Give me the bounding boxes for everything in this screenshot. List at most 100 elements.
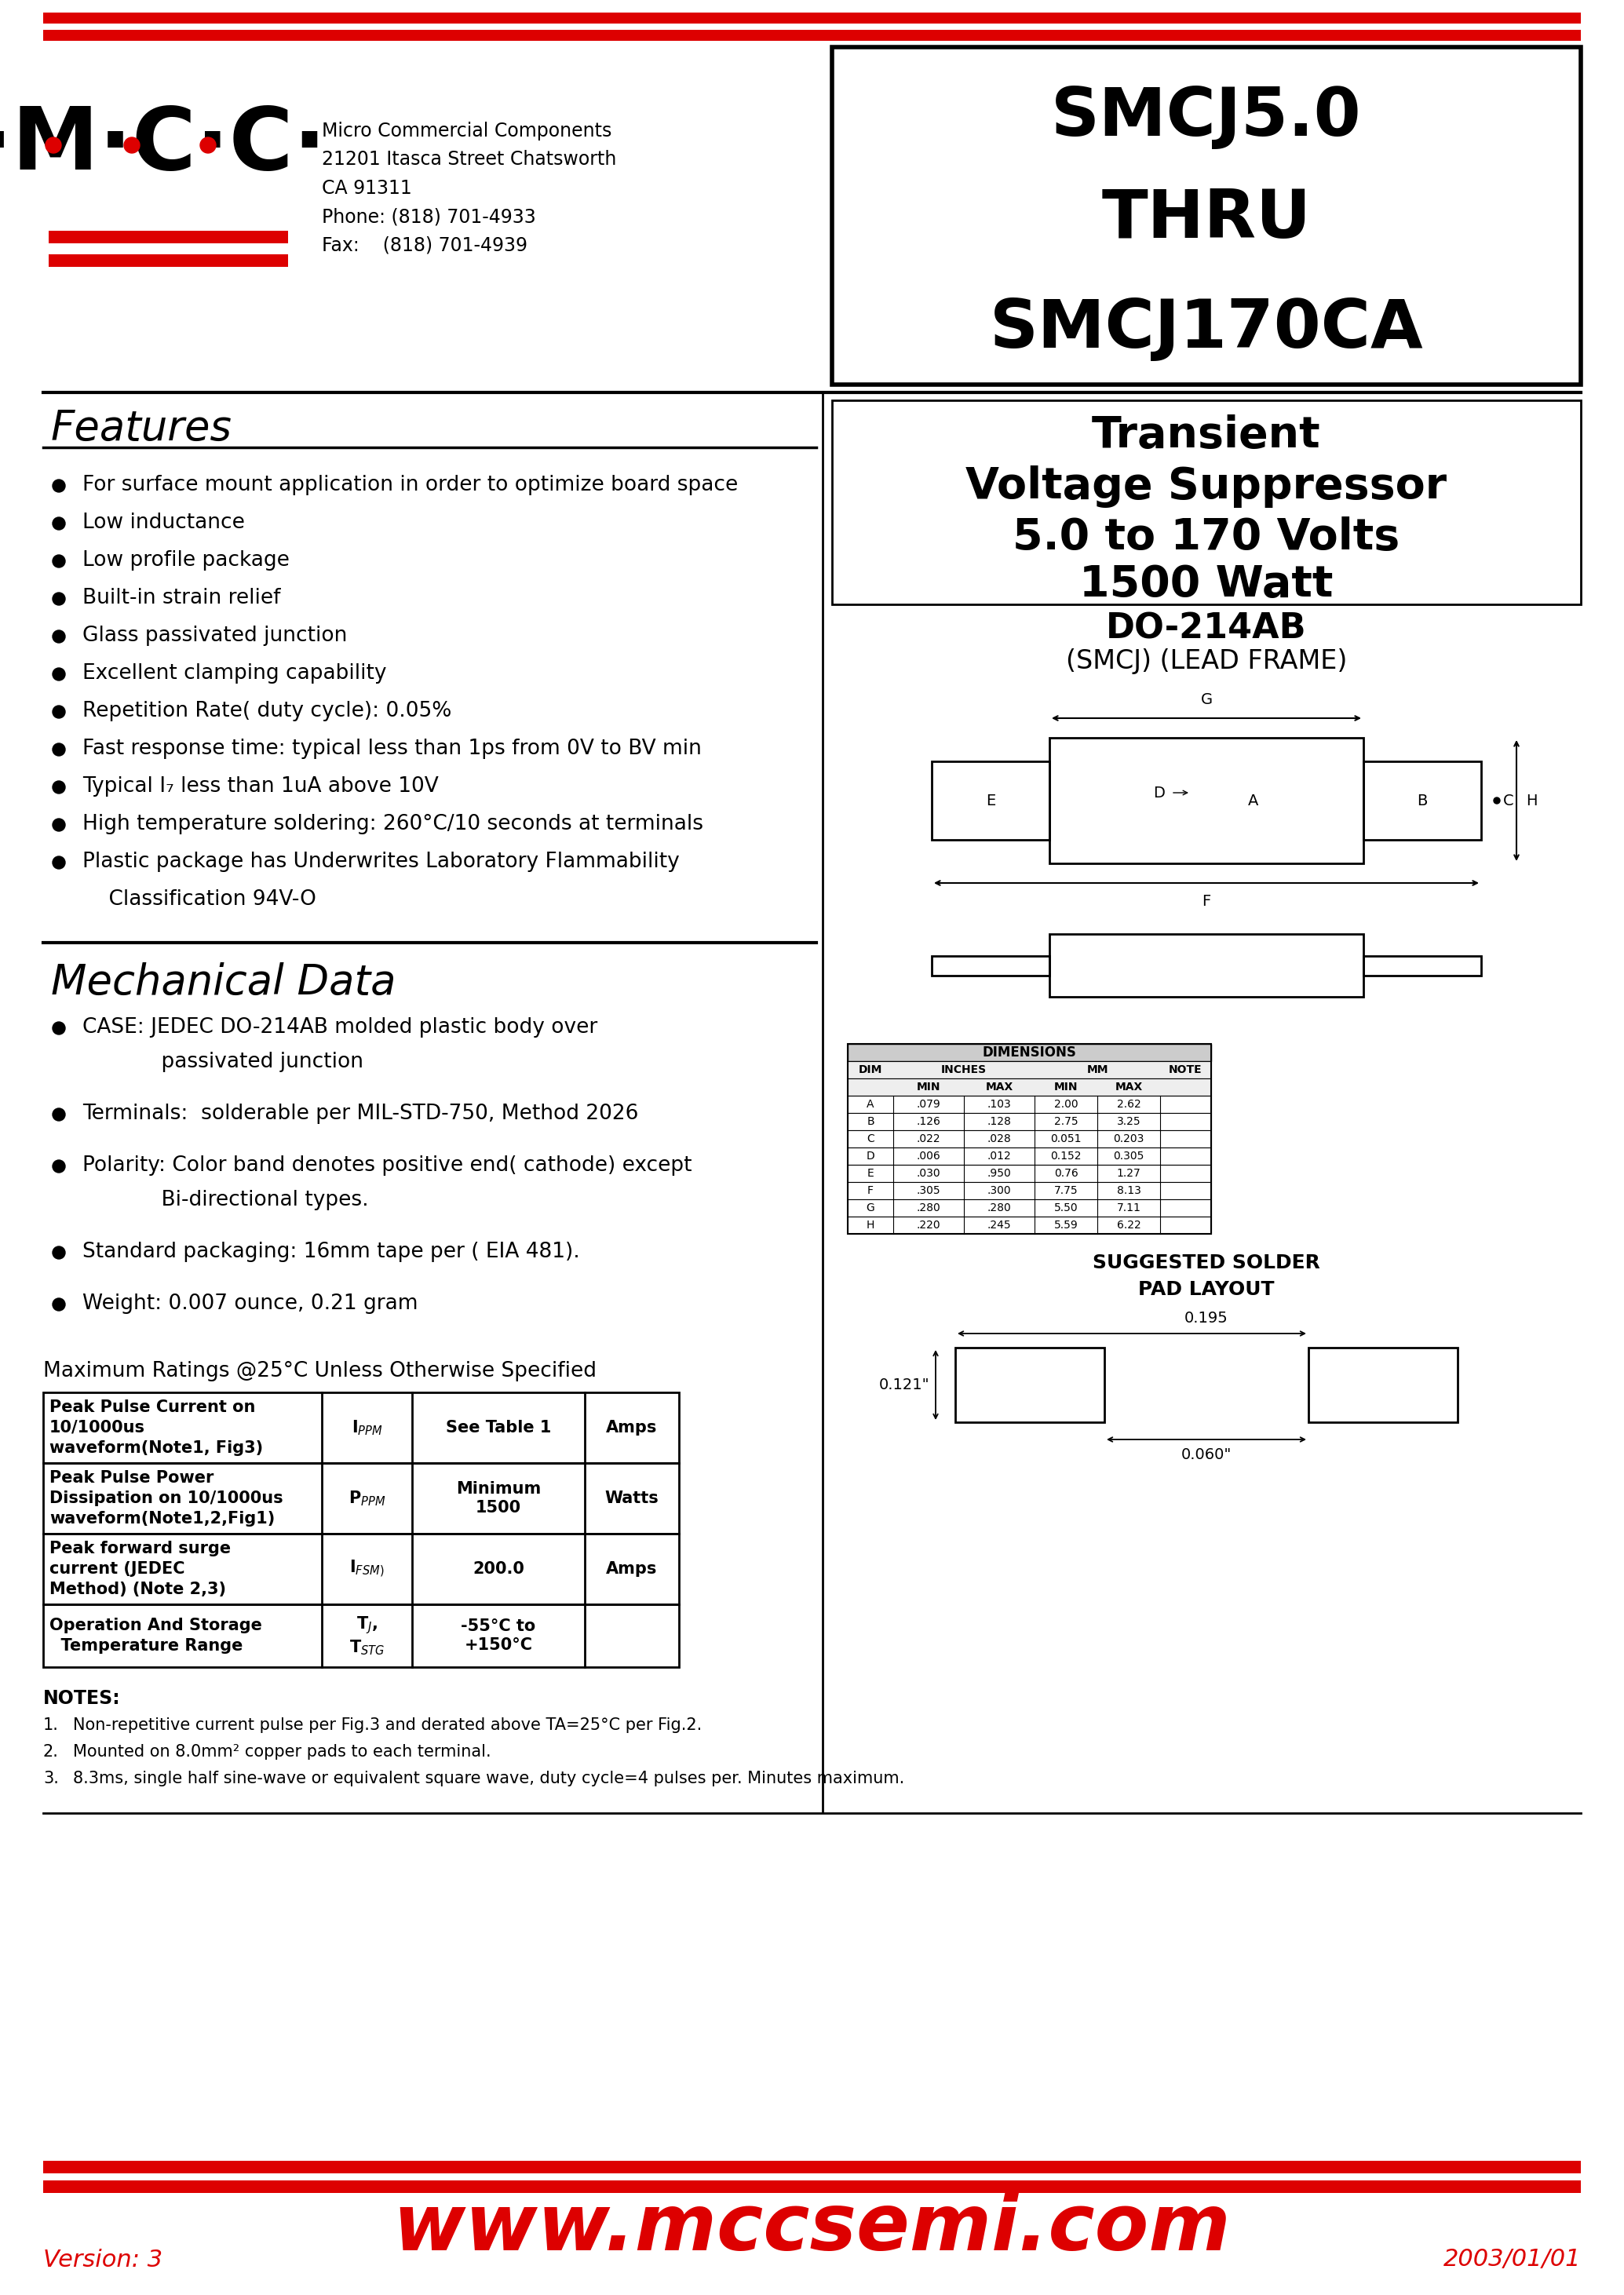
- Text: 1.27: 1.27: [1117, 1168, 1140, 1180]
- Text: Watts: Watts: [604, 1489, 659, 1506]
- Text: Maximum Ratings @25°C Unless Otherwise Specified: Maximum Ratings @25°C Unless Otherwise S…: [44, 1361, 596, 1382]
- Text: 2.00: 2.00: [1054, 1099, 1078, 1111]
- Text: I$_{PPM}$: I$_{PPM}$: [351, 1418, 383, 1437]
- Text: DIM: DIM: [859, 1065, 882, 1076]
- Text: Standard packaging: 16mm tape per ( EIA 481).: Standard packaging: 16mm tape per ( EIA …: [83, 1242, 580, 1262]
- Text: B: B: [867, 1115, 874, 1127]
- Text: See Table 1: See Table 1: [445, 1421, 551, 1437]
- Text: 2.: 2.: [44, 1744, 58, 1760]
- Circle shape: [52, 631, 65, 643]
- Text: SMCJ170CA: SMCJ170CA: [989, 296, 1423, 363]
- Text: Peak forward surge
current (JEDEC
Method) (Note 2,3): Peak forward surge current (JEDEC Method…: [49, 1540, 231, 1597]
- Text: SUGGESTED SOLDER: SUGGESTED SOLDER: [1093, 1253, 1320, 1271]
- Text: D: D: [866, 1150, 875, 1161]
- Bar: [848, 1044, 1212, 1235]
- Text: (SMCJ) (LEAD FRAME): (SMCJ) (LEAD FRAME): [1065, 647, 1346, 675]
- Text: A: A: [1249, 794, 1259, 808]
- Bar: [44, 2180, 1580, 2194]
- Text: 2003/01/01: 2003/01/01: [1444, 2249, 1580, 2272]
- Bar: [1364, 762, 1481, 840]
- Text: T$_{J}$,
T$_{STG}$: T$_{J}$, T$_{STG}$: [349, 1613, 385, 1657]
- Bar: [44, 11, 1580, 23]
- Text: .300: .300: [987, 1184, 1012, 1196]
- Text: Polarity: Color band denotes positive end( cathode) except: Polarity: Color band denotes positive en…: [83, 1154, 692, 1175]
- Text: Non-repetitive current pulse per Fig.3 and derated above TA=25°C per Fig.2.: Non-repetitive current pulse per Fig.3 a…: [73, 1717, 702, 1733]
- Bar: [44, 1533, 679, 1604]
- Text: SMCJ5.0: SMCJ5.0: [1051, 85, 1361, 149]
- Text: 0.76: 0.76: [1054, 1168, 1078, 1180]
- Bar: [44, 1462, 679, 1533]
- Text: 0.305: 0.305: [1114, 1150, 1145, 1161]
- Bar: [848, 1200, 1212, 1216]
- Circle shape: [52, 780, 65, 794]
- Text: www.mccsemi.com: www.mccsemi.com: [393, 2189, 1231, 2267]
- Circle shape: [52, 516, 65, 530]
- Text: P$_{PPM}$: P$_{PPM}$: [349, 1489, 385, 1508]
- Text: ·M·C·C·: ·M·C·C·: [0, 103, 326, 188]
- Bar: [44, 1604, 679, 1666]
- Text: Voltage Suppressor: Voltage Suppressor: [966, 466, 1447, 507]
- Bar: [848, 1079, 1212, 1095]
- Circle shape: [123, 138, 140, 154]
- Text: I$_{FSM)}$: I$_{FSM)}$: [349, 1558, 385, 1579]
- Text: .220: .220: [916, 1219, 940, 1230]
- Circle shape: [45, 138, 62, 154]
- Text: 2.75: 2.75: [1054, 1115, 1078, 1127]
- Text: 200.0: 200.0: [473, 1561, 525, 1577]
- Text: For surface mount application in order to optimize board space: For surface mount application in order t…: [83, 475, 737, 496]
- Text: 0.121": 0.121": [879, 1377, 929, 1393]
- Text: .079: .079: [916, 1099, 940, 1111]
- Text: 6.22: 6.22: [1117, 1219, 1140, 1230]
- Circle shape: [52, 1159, 65, 1173]
- Text: 5.0 to 170 Volts: 5.0 to 170 Volts: [1013, 516, 1400, 560]
- Bar: [848, 1148, 1212, 1166]
- Text: 8.13: 8.13: [1117, 1184, 1140, 1196]
- Text: NOTE: NOTE: [1169, 1065, 1202, 1076]
- Text: THRU: THRU: [1101, 188, 1311, 252]
- Bar: [848, 1095, 1212, 1113]
- Circle shape: [52, 819, 65, 831]
- Text: Bi-directional types.: Bi-directional types.: [83, 1189, 369, 1209]
- Text: B: B: [1418, 794, 1427, 808]
- Bar: [44, 1393, 679, 1462]
- Circle shape: [200, 138, 216, 154]
- Text: DO-214AB: DO-214AB: [1106, 613, 1307, 645]
- Circle shape: [1494, 796, 1501, 803]
- Text: .950: .950: [987, 1168, 1012, 1180]
- Text: .006: .006: [916, 1150, 940, 1161]
- Text: H: H: [867, 1219, 875, 1230]
- Text: .305: .305: [916, 1184, 940, 1196]
- Text: C: C: [1504, 794, 1514, 808]
- Circle shape: [52, 705, 65, 718]
- Text: MIN: MIN: [1054, 1081, 1078, 1092]
- Text: Weight: 0.007 ounce, 0.21 gram: Weight: 0.007 ounce, 0.21 gram: [83, 1294, 417, 1315]
- Text: 2.62: 2.62: [1117, 1099, 1140, 1111]
- Text: G: G: [1200, 693, 1213, 707]
- Bar: [1309, 1347, 1458, 1423]
- Text: E: E: [986, 794, 996, 808]
- Text: 0.051: 0.051: [1051, 1134, 1082, 1145]
- Bar: [848, 1216, 1212, 1235]
- Text: Operation And Storage
  Temperature Range: Operation And Storage Temperature Range: [49, 1618, 261, 1655]
- Bar: [1049, 737, 1364, 863]
- Text: Glass passivated junction: Glass passivated junction: [83, 627, 348, 645]
- Text: .126: .126: [916, 1115, 940, 1127]
- Text: CASE: JEDEC DO-214AB molded plastic body over: CASE: JEDEC DO-214AB molded plastic body…: [83, 1017, 598, 1037]
- Text: Excellent clamping capability: Excellent clamping capability: [83, 663, 387, 684]
- Text: 7.11: 7.11: [1117, 1203, 1140, 1214]
- Text: 5.50: 5.50: [1054, 1203, 1078, 1214]
- Bar: [848, 1044, 1212, 1060]
- Text: Plastic package has Underwrites Laboratory Flammability: Plastic package has Underwrites Laborato…: [83, 851, 679, 872]
- Text: Classification 94V-O: Classification 94V-O: [83, 888, 317, 909]
- Circle shape: [52, 856, 65, 870]
- Text: 3.25: 3.25: [1117, 1115, 1140, 1127]
- Text: Peak Pulse Current on
10/1000us
waveform(Note1, Fig3): Peak Pulse Current on 10/1000us waveform…: [49, 1400, 263, 1455]
- Text: Low profile package: Low profile package: [83, 551, 289, 571]
- Text: .012: .012: [987, 1150, 1012, 1161]
- Text: Version: 3: Version: 3: [44, 2249, 162, 2272]
- Text: MIN: MIN: [916, 1081, 940, 1092]
- Text: Transient: Transient: [1091, 415, 1320, 457]
- Circle shape: [52, 668, 65, 682]
- Circle shape: [52, 555, 65, 567]
- Text: .022: .022: [916, 1134, 940, 1145]
